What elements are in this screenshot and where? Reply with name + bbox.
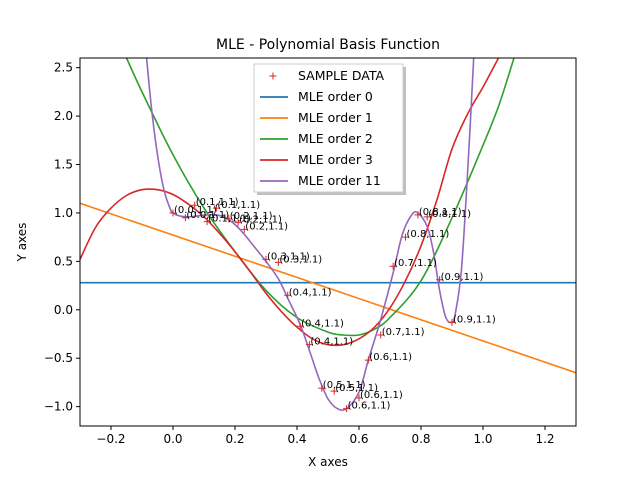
sample-point-label: (0.6,1.1): [369, 352, 412, 363]
sample-point: [377, 331, 385, 339]
legend: SAMPLE DATA MLE order 0 MLE order 1 MLE ord…: [253, 63, 406, 195]
sample-point-label: (0.8,1.1): [428, 209, 471, 220]
sample-point: [355, 394, 363, 402]
sample-point-label: (0.8,1.1): [419, 207, 462, 218]
sample-point: [330, 387, 338, 395]
sample-point-label: (0.4,1.1): [310, 337, 353, 348]
sample-point-label: (0.0,1.1): [174, 205, 217, 216]
sample-point-label: (0.1,1.1): [208, 214, 251, 225]
y-axis-label: Y axes: [15, 223, 29, 263]
x-tick-label: 0.0: [163, 432, 182, 446]
legend-label: MLE order 3: [298, 152, 373, 167]
chart-title: MLE - Polynomial Basis Function: [216, 37, 440, 53]
sample-point-label: (0.3,1.1): [267, 251, 310, 262]
sample-point-label: (0.7,1.1): [394, 258, 437, 269]
y-tick-label: 1.0: [54, 206, 73, 220]
sample-point: [364, 356, 372, 364]
sample-point: [414, 211, 422, 219]
sample-point: [225, 215, 233, 223]
legend-box: [253, 63, 404, 193]
sample-point-label: (0.2,1.1): [230, 211, 273, 222]
series-line-mle-order-3: [80, 58, 500, 347]
sample-point: [262, 255, 270, 263]
legend-marker-sample-data: [269, 72, 277, 80]
sample-point-label: (0.0,1.1): [186, 210, 229, 221]
sample-point-label: (0.1,1.1): [217, 200, 260, 211]
y-tick-label: 0.5: [54, 254, 73, 268]
series-line-mle-order-2: [125, 58, 515, 337]
sample-point: [240, 225, 248, 233]
sample-point-label: (0.3,1.1): [279, 254, 322, 265]
y-axis-ticks: −1.0 −0.5 0.0 0.5 1.0 1.5 2.0 2.5: [44, 61, 80, 414]
legend-label: MLE order 0: [298, 89, 373, 104]
sample-point-label: (0.9,1.1): [453, 314, 496, 325]
sample-point: [318, 384, 326, 392]
y-tick-label: 0.0: [54, 303, 73, 317]
legend-label-sample-data: SAMPLE DATA: [298, 68, 385, 83]
sample-point: [234, 219, 242, 227]
legend-label: MLE order 2: [298, 131, 373, 146]
sample-point-label: (0.4,1.1): [301, 318, 344, 329]
x-tick-label: 0.2: [225, 432, 244, 446]
legend-label: MLE order 1: [298, 110, 373, 125]
x-tick-label: 0.6: [349, 432, 368, 446]
plot-frame: [79, 57, 577, 427]
sample-point-label: (0.6,1.1): [348, 401, 391, 412]
sample-point-label: (0.2,1.1): [239, 215, 282, 226]
sample-point: [191, 201, 199, 209]
sample-point: [212, 204, 220, 212]
x-tick-label: 0.8: [411, 432, 430, 446]
plot-lines: [80, 58, 576, 412]
x-tick-label: 1.2: [535, 432, 554, 446]
y-tick-label: −1.0: [44, 400, 73, 414]
sample-point: [402, 233, 409, 241]
point-labels: (0.0,1.1)(0.0,1.1)(0.1,1.1)(0.1,1.1)(0.1…: [174, 197, 496, 411]
x-tick-label: −0.2: [96, 432, 125, 446]
sample-point: [448, 318, 456, 326]
y-tick-label: 2.0: [54, 109, 73, 123]
series-line-mle-order-11: [145, 58, 475, 412]
sample-point: [296, 322, 304, 330]
sample-point: [284, 291, 292, 299]
sample-point-label: (0.8,1.1): [407, 229, 450, 240]
sample-point: [423, 213, 431, 221]
y-tick-label: 1.5: [54, 158, 73, 172]
sample-point: [203, 218, 211, 226]
sample-point-label: (0.7,1.1): [382, 327, 425, 338]
sample-point-label: (0.4,1.1): [289, 287, 332, 298]
legend-label: MLE order 11: [298, 173, 381, 188]
sample-point: [436, 276, 444, 284]
sample-point-label: (0.5,1.1): [323, 380, 366, 391]
sample-point-label: (0.1,1.1): [196, 197, 239, 208]
sample-points: [169, 201, 456, 413]
series-line-mle-order-1: [80, 202, 576, 374]
x-axis-ticks: −0.2 0.0 0.2 0.4 0.6 0.8 1.0 1.2: [96, 426, 555, 446]
sample-point-label: (0.6,1.1): [360, 390, 403, 401]
sample-point: [343, 405, 351, 413]
x-tick-label: 1.0: [473, 432, 492, 446]
sample-point: [274, 258, 282, 266]
sample-point-label: (0.5,1.1): [335, 383, 378, 394]
sample-point: [169, 209, 177, 217]
sample-point-label: (0.2,1.1): [245, 221, 288, 232]
sample-point: [389, 262, 397, 270]
sample-point: [305, 341, 313, 349]
y-tick-label: 2.5: [54, 61, 73, 75]
x-axis-label: X axes: [308, 455, 348, 469]
x-tick-label: 0.4: [287, 432, 306, 446]
sample-point-label: (0.9,1.1): [441, 272, 484, 283]
y-tick-label: −0.5: [44, 351, 73, 365]
sample-point: [181, 214, 189, 222]
